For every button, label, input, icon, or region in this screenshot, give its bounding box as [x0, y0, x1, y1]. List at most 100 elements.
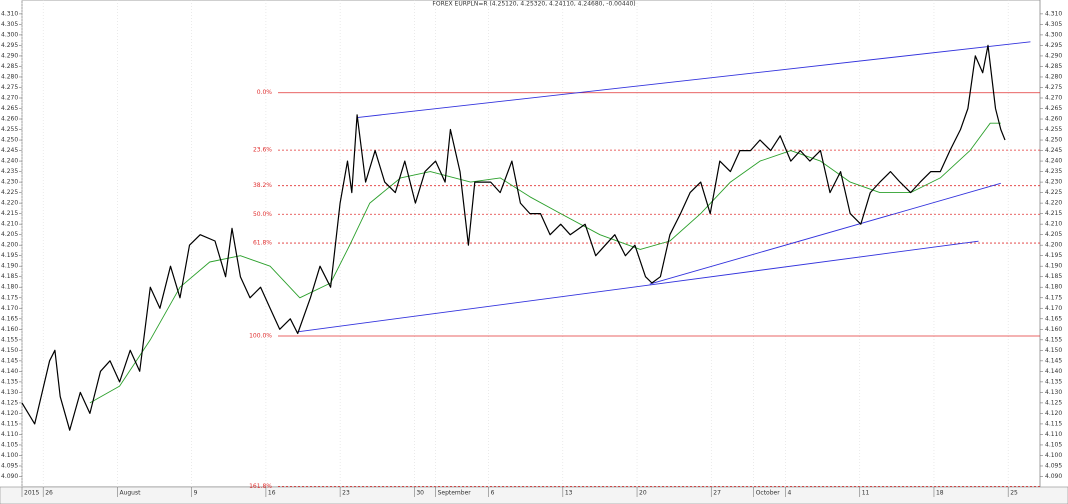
- y-tick-label: 4.240: [1, 158, 18, 165]
- y-tick-label-right: 4.175: [1045, 294, 1062, 301]
- fib-label: 23.6%: [253, 147, 272, 154]
- x-tick-label: 6: [491, 490, 495, 497]
- y-tick-label-right: 4.115: [1045, 420, 1062, 427]
- y-tick-label-right: 4.120: [1045, 410, 1062, 417]
- x-tick-label: 20: [639, 490, 647, 497]
- y-tick-label: 4.140: [1, 368, 18, 375]
- y-tick-label: 4.210: [1, 221, 18, 228]
- x-tick-label: 18: [936, 490, 944, 497]
- y-tick-label: 4.170: [1, 305, 18, 312]
- y-tick-label: 4.205: [1, 231, 18, 238]
- y-tick-label: 4.260: [1, 116, 18, 123]
- fib-label: 0.0%: [257, 89, 273, 96]
- y-tick-label-right: 4.300: [1045, 31, 1062, 38]
- y-tick-label-right: 4.205: [1045, 231, 1062, 238]
- y-tick-label-right: 4.290: [1045, 52, 1062, 59]
- y-tick-label: 4.165: [1, 315, 18, 322]
- y-tick-label-right: 4.140: [1045, 368, 1062, 375]
- y-tick-label-right: 4.280: [1045, 73, 1062, 80]
- y-tick-label: 4.200: [1, 242, 18, 249]
- x-tick-label: 16: [268, 490, 276, 497]
- y-tick-label: 4.090: [1, 473, 18, 480]
- y-tick-label-right: 4.150: [1045, 347, 1062, 354]
- x-tick-label: 25: [1010, 490, 1018, 497]
- y-tick-label-right: 4.265: [1045, 105, 1062, 112]
- y-tick-label: 4.105: [1, 441, 18, 448]
- y-tick-label: 4.095: [1, 462, 18, 469]
- x-tick-label: 13: [565, 490, 573, 497]
- y-tick-label: 4.270: [1, 94, 18, 101]
- y-tick-label-right: 4.105: [1045, 441, 1062, 448]
- y-tick-label-right: 4.160: [1045, 326, 1062, 333]
- y-tick-label: 4.195: [1, 252, 18, 259]
- y-tick-label: 4.290: [1, 52, 18, 59]
- y-tick-label-right: 4.240: [1045, 158, 1062, 165]
- y-tick-label: 4.230: [1, 179, 18, 186]
- y-tick-label-right: 4.235: [1045, 168, 1062, 175]
- y-tick-label: 4.130: [1, 389, 18, 396]
- x-tick-label: October: [756, 490, 781, 497]
- y-tick-label-right: 4.270: [1045, 94, 1062, 101]
- y-tick-label: 4.150: [1, 347, 18, 354]
- y-tick-label-right: 4.100: [1045, 452, 1062, 459]
- y-tick-label: 4.255: [1, 126, 18, 133]
- y-tick-label: 4.125: [1, 399, 18, 406]
- y-tick-label-right: 4.185: [1045, 273, 1062, 280]
- fib-label: 61.8%: [253, 240, 272, 247]
- x-axis-strip: [0, 486, 1068, 504]
- y-tick-label-right: 4.310: [1045, 10, 1062, 17]
- y-tick-label-right: 4.165: [1045, 315, 1062, 322]
- y-tick-label-right: 4.305: [1045, 21, 1062, 28]
- y-tick-label: 4.190: [1, 263, 18, 270]
- x-tick-label: 26: [45, 490, 53, 497]
- y-tick-label-right: 4.095: [1045, 462, 1062, 469]
- y-tick-label: 4.185: [1, 273, 18, 280]
- y-tick-label-right: 4.180: [1045, 284, 1062, 291]
- y-tick-label: 4.265: [1, 105, 18, 112]
- y-tick-label-right: 4.130: [1045, 389, 1062, 396]
- x-tick-label: 11: [862, 490, 870, 497]
- y-tick-label-right: 4.155: [1045, 336, 1062, 343]
- x-tick-label: 27: [713, 490, 721, 497]
- y-tick-label: 4.100: [1, 452, 18, 459]
- y-tick-label-right: 4.220: [1045, 200, 1062, 207]
- y-tick-label: 4.110: [1, 431, 18, 438]
- x-tick-label: 23: [342, 490, 350, 497]
- y-tick-label: 4.305: [1, 21, 18, 28]
- fib-label: 38.2%: [253, 182, 272, 189]
- y-tick-label-right: 4.195: [1045, 252, 1062, 259]
- y-tick-label-right: 4.230: [1045, 179, 1062, 186]
- trend-line: [357, 41, 1031, 118]
- y-tick-label: 4.245: [1, 147, 18, 154]
- y-tick-label-right: 4.110: [1045, 431, 1062, 438]
- y-tick-label: 4.295: [1, 42, 18, 49]
- y-tick-label-right: 4.275: [1045, 84, 1062, 91]
- y-tick-label: 4.225: [1, 189, 18, 196]
- y-tick-label: 4.235: [1, 168, 18, 175]
- x-tick-label: August: [119, 490, 141, 497]
- y-tick-label: 4.115: [1, 420, 18, 427]
- moving-average-line: [89, 122, 1001, 404]
- y-tick-label: 4.310: [1, 10, 18, 17]
- y-tick-label: 4.250: [1, 137, 18, 144]
- y-tick-label-right: 4.125: [1045, 399, 1062, 406]
- y-tick-label: 4.285: [1, 63, 18, 70]
- y-tick-label-right: 4.135: [1045, 378, 1062, 385]
- trend-line: [297, 240, 979, 333]
- y-tick-label-right: 4.245: [1045, 147, 1062, 154]
- y-tick-label-right: 4.190: [1045, 263, 1062, 270]
- y-tick-label: 4.155: [1, 336, 18, 343]
- y-tick-label-right: 4.295: [1045, 42, 1062, 49]
- x-tick-label: 9: [194, 490, 198, 497]
- y-tick-label: 4.175: [1, 294, 18, 301]
- y-tick-label-right: 4.250: [1045, 137, 1062, 144]
- y-tick-label: 4.215: [1, 210, 18, 217]
- y-tick-label-right: 4.285: [1045, 63, 1062, 70]
- x-tick-label: 4: [788, 490, 792, 497]
- y-tick-label-right: 4.260: [1045, 116, 1062, 123]
- y-tick-label-right: 4.225: [1045, 189, 1062, 196]
- y-tick-label: 4.275: [1, 84, 18, 91]
- y-tick-label-right: 4.255: [1045, 126, 1062, 133]
